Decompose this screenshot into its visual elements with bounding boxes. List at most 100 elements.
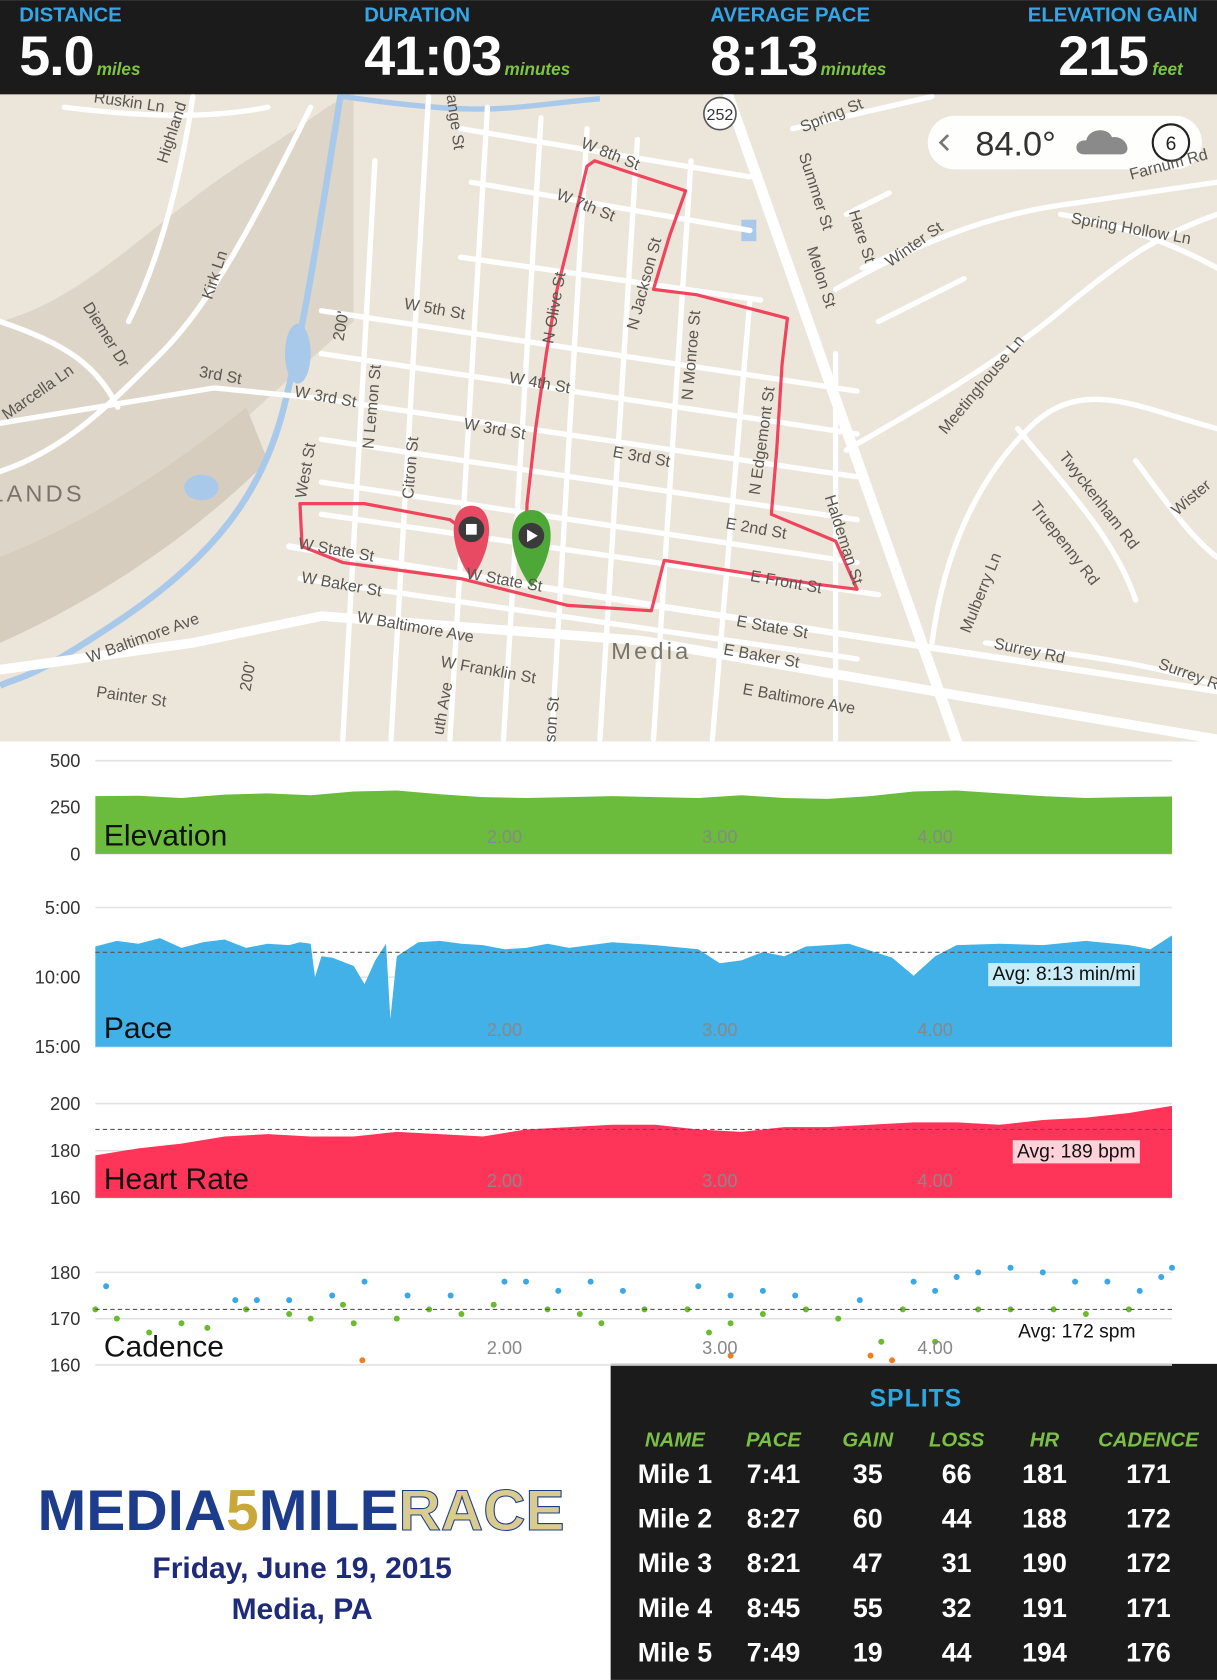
point	[393, 1315, 400, 1322]
chart-title: Cadence	[104, 1330, 224, 1363]
point	[619, 1287, 626, 1294]
point	[253, 1297, 260, 1304]
route-shield-label: 252	[707, 106, 734, 124]
split-cell: 47	[853, 1548, 883, 1578]
x-tick-label: 4.00	[917, 1171, 952, 1191]
creek	[342, 94, 601, 112]
point	[802, 1306, 809, 1313]
road	[723, 94, 963, 742]
road	[597, 136, 641, 742]
event-place: Media, PA	[232, 1593, 373, 1626]
road	[1015, 425, 1139, 603]
point	[404, 1292, 411, 1299]
split-cell: 191	[1022, 1593, 1067, 1623]
x-tick-label: 2.00	[487, 1171, 522, 1191]
street-label: Citron St	[399, 435, 422, 499]
road	[61, 104, 271, 118]
chart-title: Pace	[104, 1012, 172, 1045]
column-header: LOSS	[929, 1429, 985, 1451]
average-label: Avg: 8:13 min/mi	[992, 964, 1135, 985]
point	[727, 1320, 734, 1327]
route-shield	[703, 96, 737, 131]
split-cell: 35	[853, 1459, 883, 1489]
stat-value: 41:03	[364, 25, 501, 87]
x-tick-label: 2.00	[487, 1338, 522, 1358]
split-cell: 171	[1126, 1593, 1171, 1623]
point	[103, 1283, 110, 1290]
split-cell: 8:21	[747, 1548, 801, 1578]
point	[307, 1315, 314, 1322]
area	[95, 935, 1173, 1047]
column-header: GAIN	[842, 1429, 894, 1451]
timer-count: 6	[1166, 134, 1177, 155]
terrain	[0, 407, 268, 643]
point	[1169, 1264, 1176, 1271]
start-icon	[527, 529, 538, 543]
x-tick-label: 3.00	[702, 827, 737, 847]
terrain	[0, 94, 354, 633]
column-header: PACE	[746, 1429, 802, 1451]
point	[878, 1338, 885, 1345]
road	[125, 94, 196, 325]
logo: MEDIA5MILERACE	[37, 1479, 564, 1543]
stat-label: DURATION	[364, 5, 470, 27]
y-tick-label: 5:00	[45, 898, 80, 918]
split-cell: 172	[1126, 1503, 1171, 1533]
street-label: LANDS	[0, 480, 85, 506]
y-tick-label: 180	[50, 1141, 80, 1161]
timer-icon[interactable]	[1151, 123, 1191, 162]
column-header: HR	[1030, 1429, 1060, 1451]
chart-title: Heart Rate	[104, 1163, 249, 1196]
x-tick-label: 3.00	[702, 1171, 737, 1191]
weather-temp: 84.0°	[975, 125, 1055, 163]
y-tick-label: 250	[50, 798, 80, 818]
split-cell: 60	[853, 1503, 883, 1533]
point	[523, 1278, 530, 1285]
split-cell: 55	[853, 1593, 883, 1623]
y-tick-label: 500	[50, 751, 80, 771]
pond	[184, 474, 219, 501]
y-tick-label: 180	[50, 1263, 80, 1283]
point	[1158, 1274, 1165, 1281]
y-tick-label: 170	[50, 1309, 80, 1329]
point	[1072, 1278, 1079, 1285]
split-cell: 7:49	[747, 1637, 801, 1667]
area	[95, 790, 1173, 854]
road	[0, 104, 314, 475]
road	[318, 436, 860, 523]
split-cell: 171	[1126, 1459, 1171, 1489]
stat-label: AVERAGE PACE	[710, 5, 870, 27]
weather-back[interactable]	[938, 134, 950, 152]
stat-unit: minutes	[505, 59, 571, 79]
split-cell: 19	[853, 1637, 883, 1667]
road	[1132, 458, 1217, 560]
point	[232, 1297, 239, 1304]
point	[1050, 1306, 1057, 1313]
weather-widget[interactable]	[927, 115, 1203, 170]
splits-panel	[610, 1363, 1217, 1680]
point	[975, 1306, 982, 1313]
road	[843, 211, 1217, 453]
stat-unit: feet	[1152, 59, 1184, 79]
area	[95, 1105, 1173, 1198]
splits-title: SPLITS	[870, 1386, 963, 1413]
point	[146, 1329, 153, 1336]
point	[178, 1320, 185, 1327]
point	[899, 1306, 906, 1313]
split-cell: 44	[942, 1503, 972, 1533]
point	[910, 1278, 917, 1285]
road	[0, 611, 1217, 742]
average-label-bg	[988, 963, 1140, 987]
street-label: son St	[541, 696, 563, 743]
average-label: Avg: 189 bpm	[1017, 1141, 1136, 1162]
split-cell: 31	[942, 1548, 972, 1578]
road	[457, 125, 753, 180]
point	[447, 1292, 454, 1299]
point	[113, 1315, 120, 1322]
split-cell: Mile 4	[638, 1593, 712, 1623]
point	[350, 1320, 357, 1327]
y-tick-label: 160	[50, 1188, 80, 1208]
road	[790, 94, 935, 132]
point	[1136, 1287, 1143, 1294]
point	[759, 1287, 766, 1294]
